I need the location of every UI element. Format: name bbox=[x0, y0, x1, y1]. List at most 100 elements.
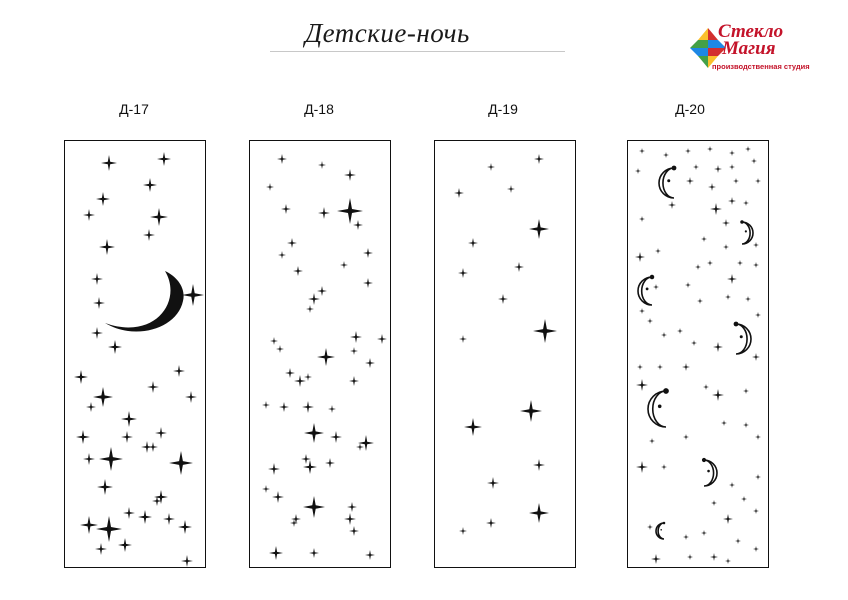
design-label-d18: Д-18 bbox=[304, 101, 334, 117]
design-label-d17: Д-17 bbox=[119, 101, 149, 117]
star-icon bbox=[459, 335, 467, 343]
star-icon bbox=[83, 453, 95, 465]
star-icon bbox=[651, 554, 661, 564]
star-icon bbox=[74, 370, 88, 384]
star-icon bbox=[743, 200, 749, 206]
star-icon bbox=[157, 152, 171, 166]
star-icon bbox=[279, 402, 289, 412]
star-icon bbox=[468, 238, 478, 248]
star-icon bbox=[714, 165, 722, 173]
star-icon bbox=[294, 375, 306, 387]
title-underline bbox=[270, 51, 565, 52]
star-icon bbox=[308, 293, 320, 305]
stars-moons-pattern bbox=[635, 146, 761, 564]
star-icon bbox=[534, 154, 544, 164]
star-icon bbox=[655, 248, 661, 254]
star-icon bbox=[753, 508, 759, 514]
logo-text-line1: Стекло bbox=[718, 21, 784, 42]
star-icon bbox=[181, 555, 193, 567]
star-icon bbox=[363, 248, 373, 258]
star-icon bbox=[755, 474, 761, 480]
star-icon bbox=[349, 526, 359, 536]
star-icon bbox=[347, 502, 357, 512]
moon-face-icon bbox=[647, 388, 669, 428]
star-icon bbox=[330, 431, 342, 443]
star-icon bbox=[661, 464, 667, 470]
design-panel-d20[interactable] bbox=[627, 140, 769, 568]
crescent-moon-icon bbox=[105, 271, 184, 332]
star-icon bbox=[141, 441, 153, 453]
star-icon bbox=[91, 327, 103, 339]
star-icon bbox=[121, 431, 133, 443]
star-icon bbox=[353, 220, 363, 230]
star-icon bbox=[108, 340, 122, 354]
star-icon bbox=[290, 519, 298, 527]
star-icon bbox=[358, 435, 374, 451]
star-icon bbox=[147, 381, 159, 393]
star-icon bbox=[302, 401, 314, 413]
design-panel-d19[interactable] bbox=[434, 140, 576, 568]
star-icon bbox=[306, 305, 314, 313]
star-icon bbox=[318, 207, 330, 219]
star-icon bbox=[365, 550, 375, 560]
star-icon bbox=[498, 294, 508, 304]
star-icon bbox=[309, 548, 319, 558]
stars-pattern bbox=[262, 154, 387, 560]
star-icon bbox=[454, 188, 464, 198]
star-icon bbox=[487, 163, 495, 171]
star-icon bbox=[745, 296, 751, 302]
star-icon bbox=[686, 177, 694, 185]
star-icon bbox=[529, 219, 549, 239]
star-icon bbox=[723, 244, 729, 250]
star-icon bbox=[344, 169, 356, 181]
design-panel-d17[interactable] bbox=[64, 140, 206, 568]
star-icon bbox=[753, 262, 759, 268]
star-icon bbox=[93, 297, 105, 309]
star-icon bbox=[277, 154, 287, 164]
star-icon bbox=[713, 342, 723, 352]
star-icon bbox=[710, 203, 722, 215]
star-icon bbox=[459, 527, 467, 535]
star-icon bbox=[727, 274, 737, 284]
star-icon bbox=[697, 298, 703, 304]
logo-text-line2: Магия bbox=[722, 38, 776, 59]
star-icon bbox=[293, 266, 303, 276]
star-icon bbox=[349, 376, 359, 386]
star-icon bbox=[737, 260, 743, 266]
star-icon bbox=[182, 284, 204, 306]
star-icon bbox=[743, 388, 749, 394]
star-icon bbox=[97, 479, 113, 495]
star-icon bbox=[118, 538, 132, 552]
star-icon bbox=[752, 353, 760, 361]
star-icon bbox=[751, 158, 757, 164]
star-icon bbox=[745, 146, 751, 152]
star-icon bbox=[683, 534, 689, 540]
star-icon bbox=[278, 251, 286, 259]
star-icon bbox=[486, 518, 496, 528]
star-icon bbox=[121, 411, 137, 427]
star-icon bbox=[653, 284, 659, 290]
star-icon bbox=[185, 391, 197, 403]
star-icon bbox=[701, 236, 707, 242]
star-icon bbox=[458, 268, 468, 278]
star-icon bbox=[83, 209, 95, 221]
star-icon bbox=[677, 328, 683, 334]
star-icon bbox=[635, 252, 645, 262]
star-icon bbox=[152, 496, 162, 506]
star-icon bbox=[722, 219, 730, 227]
star-icon bbox=[647, 318, 653, 324]
star-icon bbox=[487, 477, 499, 489]
star-icon bbox=[753, 242, 759, 248]
star-icon bbox=[95, 543, 107, 555]
star-icon bbox=[663, 152, 669, 158]
star-icon bbox=[639, 216, 645, 222]
star-icon bbox=[755, 434, 761, 440]
star-icon bbox=[691, 340, 697, 346]
star-icon bbox=[301, 454, 311, 464]
star-icon bbox=[268, 463, 280, 475]
star-icon bbox=[529, 503, 549, 523]
moon-face-icon bbox=[701, 457, 718, 487]
star-icon bbox=[743, 422, 749, 428]
design-panel-d18[interactable] bbox=[249, 140, 391, 568]
page-title: Детские-ночь bbox=[305, 18, 470, 48]
